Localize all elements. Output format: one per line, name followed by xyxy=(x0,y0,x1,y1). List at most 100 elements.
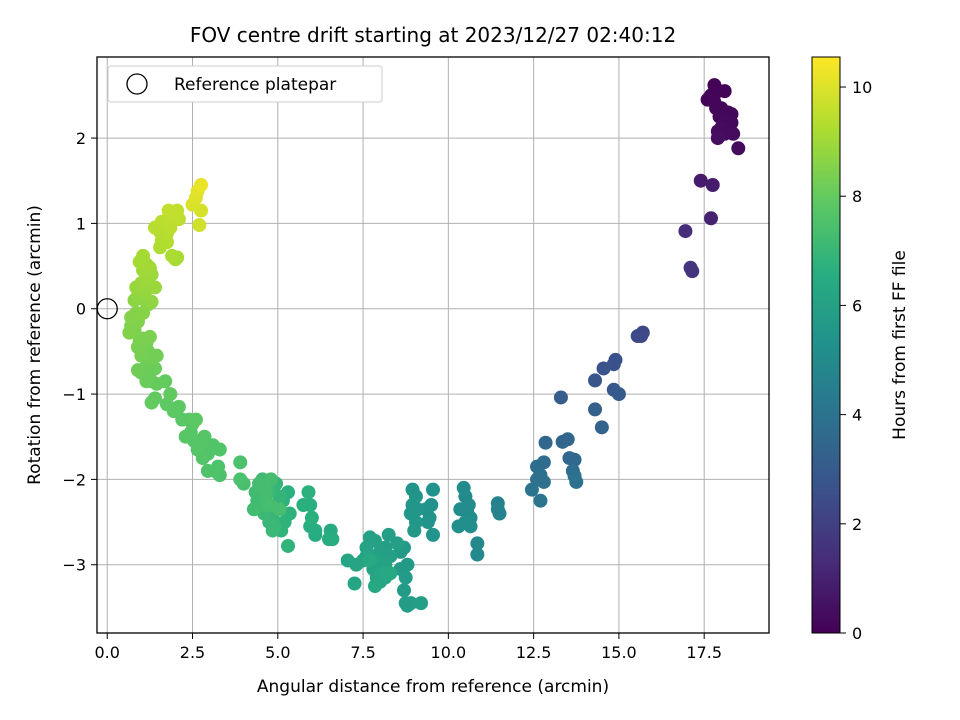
data-point xyxy=(200,463,215,478)
data-point xyxy=(188,412,203,427)
data-points xyxy=(96,78,746,613)
data-point xyxy=(246,502,261,517)
colorbar-tick-label: 6 xyxy=(852,296,862,315)
data-point xyxy=(347,576,362,591)
x-tick-label: 7.5 xyxy=(350,643,375,662)
data-point xyxy=(470,536,485,551)
data-point xyxy=(267,519,282,534)
data-point xyxy=(685,264,700,279)
y-tick-label: −1 xyxy=(62,385,86,404)
data-point xyxy=(381,527,396,542)
data-point xyxy=(321,532,336,547)
data-point xyxy=(553,390,568,405)
data-point xyxy=(233,472,248,487)
data-point xyxy=(192,438,207,453)
x-tick-label: 17.5 xyxy=(686,643,722,662)
chart-title: FOV centre drift starting at 2023/12/27 … xyxy=(190,23,676,47)
data-point xyxy=(272,502,287,517)
colorbar-tick-label: 8 xyxy=(852,187,862,206)
data-point xyxy=(588,373,603,388)
legend-entry-label: Reference platepar xyxy=(174,75,336,95)
data-point xyxy=(376,566,391,581)
x-tick-label: 0.0 xyxy=(95,643,120,662)
data-point xyxy=(122,325,137,340)
colorbar: 0 2 4 6 8 10 Hours from first FF file xyxy=(811,56,910,643)
data-point xyxy=(710,131,725,146)
data-point xyxy=(258,485,273,500)
data-point xyxy=(588,402,603,417)
legend-marker-icon xyxy=(126,73,148,95)
y-tick-label: 1 xyxy=(76,214,86,233)
data-point xyxy=(524,482,539,497)
y-axis: −3 −2 −1 0 1 2 xyxy=(62,129,97,575)
data-point xyxy=(398,596,413,611)
data-point xyxy=(296,498,311,512)
colorbar-tick-label: 2 xyxy=(852,515,862,534)
data-point xyxy=(630,329,645,344)
data-point xyxy=(390,536,405,551)
data-point xyxy=(398,570,413,585)
data-point xyxy=(705,178,720,192)
data-point xyxy=(144,395,159,410)
y-tick-label: −2 xyxy=(62,470,86,489)
data-point xyxy=(470,547,485,562)
data-point xyxy=(175,412,190,427)
y-tick-label: −3 xyxy=(62,556,86,575)
data-point xyxy=(263,472,278,487)
data-point xyxy=(726,126,741,141)
x-axis-label: Angular distance from reference (arcmin) xyxy=(257,677,609,697)
data-point xyxy=(704,211,719,226)
y-axis-label: Rotation from reference (arcmin) xyxy=(25,205,45,485)
data-point xyxy=(397,583,412,598)
data-point xyxy=(192,218,207,233)
data-point xyxy=(130,363,145,378)
data-point xyxy=(165,248,180,263)
data-point xyxy=(490,502,505,517)
data-point xyxy=(693,173,708,188)
x-tick-label: 15.0 xyxy=(601,643,637,662)
x-axis: 0.0 2.5 5.0 7.5 10.0 12.5 15.0 17.5 xyxy=(95,633,722,662)
data-point xyxy=(147,280,162,295)
data-point xyxy=(161,203,176,218)
x-tick-label: 5.0 xyxy=(265,643,290,662)
data-point xyxy=(136,248,151,263)
colorbar-tick-label: 0 xyxy=(852,624,862,643)
data-point xyxy=(304,510,319,525)
plot-frame xyxy=(96,56,770,634)
data-point xyxy=(142,329,157,344)
data-point xyxy=(596,361,611,376)
data-point xyxy=(340,553,355,568)
legend-box xyxy=(107,65,383,103)
data-point xyxy=(233,455,248,470)
data-point xyxy=(178,429,193,444)
data-point xyxy=(463,519,478,534)
data-point xyxy=(717,84,732,99)
data-point xyxy=(426,482,440,497)
data-point xyxy=(569,474,584,489)
colorbar-tick-label: 4 xyxy=(852,406,862,425)
y-tick-label: 0 xyxy=(76,300,86,319)
data-point xyxy=(414,596,429,611)
y-tick-label: 2 xyxy=(76,129,86,148)
data-point xyxy=(194,178,209,192)
colorbar-tick-label: 10 xyxy=(852,78,872,97)
data-point xyxy=(560,432,575,447)
data-point xyxy=(301,485,316,500)
data-point xyxy=(368,579,383,594)
data-point xyxy=(533,493,548,508)
x-tick-label: 12.5 xyxy=(516,643,552,662)
data-point xyxy=(362,553,377,568)
data-point xyxy=(536,474,551,489)
grid-lines xyxy=(97,57,769,633)
colorbar-label: Hours from first FF file xyxy=(890,250,910,440)
colorbar-ticks: 0 2 4 6 8 10 xyxy=(840,78,872,643)
data-point xyxy=(281,538,296,553)
data-point xyxy=(594,420,609,435)
data-point xyxy=(163,387,178,402)
x-tick-label: 2.5 xyxy=(180,643,205,662)
data-point xyxy=(538,435,553,450)
colorbar-gradient xyxy=(811,56,841,634)
data-point xyxy=(611,387,626,402)
data-point xyxy=(426,527,440,542)
